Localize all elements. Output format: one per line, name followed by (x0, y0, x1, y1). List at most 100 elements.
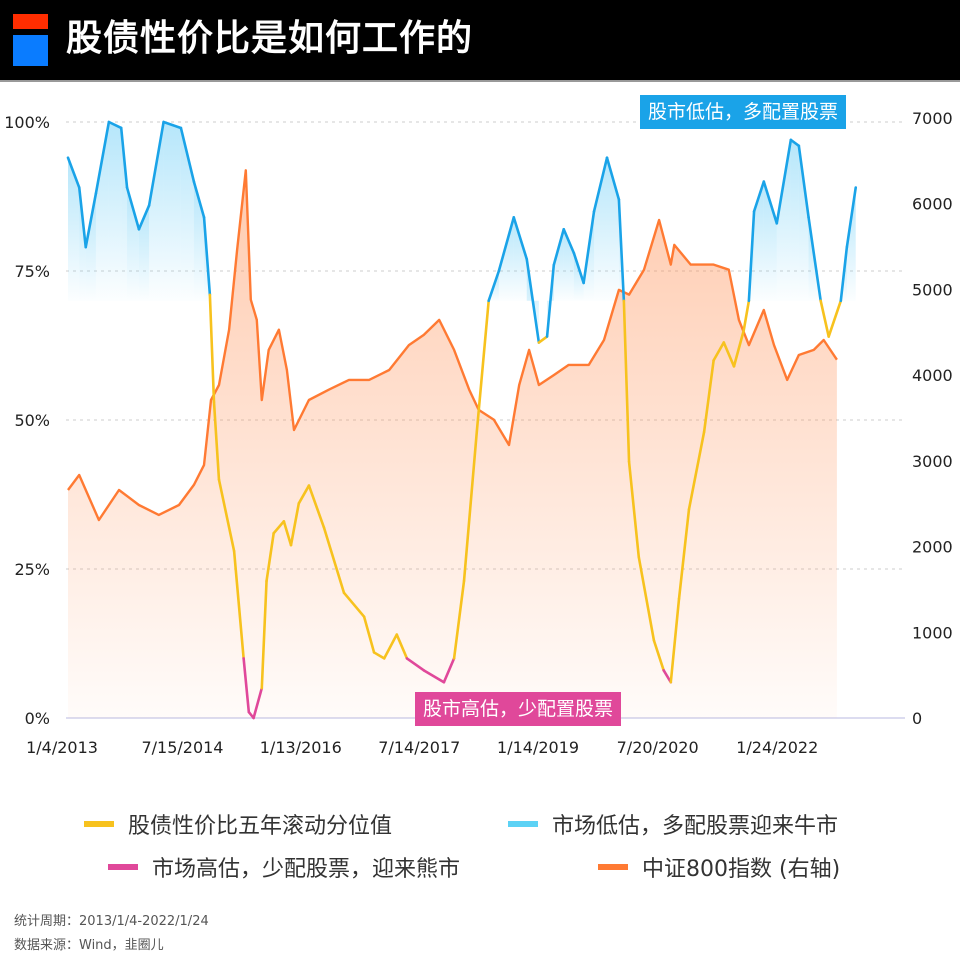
undervalued-segment (202, 216, 212, 297)
undervalued-segment (545, 263, 556, 338)
undervalued-segment (66, 156, 81, 189)
undervalued-segment (94, 120, 111, 195)
undervalued-area (563, 229, 574, 301)
percentile-segment (627, 460, 641, 559)
undervalued-segment (125, 186, 141, 231)
chart: 0% 25% 50% 75% 100% 0 1000 2000 3000 4000 5000 6000… (4, 109, 953, 757)
undervalued-area (573, 253, 584, 301)
undervalued-segment (572, 251, 585, 285)
undervalued-segment (582, 210, 596, 285)
percentile-segment (722, 341, 736, 368)
percentile-segment (622, 299, 631, 464)
annotation-undervalued: 股市低估，多配置股票 (640, 95, 847, 129)
undervalued-segment (525, 257, 541, 344)
percentile-segment (272, 520, 286, 535)
undervalued-segment (137, 204, 151, 231)
header-bar: 股债性价比是如何工作的 (0, 0, 960, 82)
y-right-tick-label: 7000 (912, 109, 953, 128)
undervalued-segment (162, 120, 183, 130)
undervalued-area (763, 181, 777, 301)
overvalued-segment (242, 657, 251, 714)
undervalued-segment (592, 156, 609, 213)
percentile-segment (462, 430, 479, 583)
y-right-tick-label: 1000 (912, 623, 953, 642)
undervalued-area (776, 139, 791, 301)
undervalued-segment (487, 269, 501, 303)
undervalued-segment (845, 186, 858, 249)
x-tick-label: 1/4/2013 (26, 738, 98, 757)
undervalued-area (498, 217, 514, 301)
undervalued-area (121, 127, 128, 301)
undervalued-area (754, 181, 764, 301)
percentile-segment (282, 520, 293, 547)
legend-item-index: 中证800指数 (右轴) (598, 851, 840, 883)
legend-label: 中证800指数 (右轴) (642, 857, 841, 882)
percentile-segment (265, 531, 275, 583)
undervalued-segment (562, 227, 576, 255)
percentile-segment (742, 299, 751, 332)
legend-swatch (508, 821, 538, 827)
undervalued-segment (552, 227, 566, 267)
percentile-segment (452, 579, 466, 660)
logo-red-square (13, 14, 48, 29)
y-left-tick-label: 0% (25, 709, 50, 728)
undervalued-area (790, 139, 799, 301)
y-left-tick-label: 25% (14, 560, 50, 579)
undervalued-segment (107, 120, 123, 130)
overvalued-segment (662, 669, 673, 684)
undervalued-area (513, 217, 527, 301)
undervalued-segment (775, 138, 793, 225)
undervalued-segment (839, 245, 849, 303)
undervalued-segment (762, 180, 779, 225)
legend-label: 股债性价比五年滚动分位值 (128, 814, 393, 839)
overvalued-segment (422, 669, 446, 684)
x-tick-label: 1/13/2016 (260, 738, 342, 757)
percentile-segment (395, 633, 409, 660)
y-right-tick-label: 5000 (912, 280, 953, 299)
legend-swatch (108, 864, 138, 870)
y-right-tick-label: 2000 (912, 538, 953, 557)
percentile-segment (212, 400, 221, 481)
undervalued-segment (605, 156, 621, 201)
undervalued-area (85, 193, 96, 301)
percentile-segment (362, 615, 376, 654)
percentile-segment (732, 329, 745, 368)
undervalued-area (594, 157, 607, 301)
percentile-segment (342, 591, 366, 618)
x-tick-label: 1/14/2019 (497, 738, 579, 757)
undervalued-segment (789, 138, 801, 148)
undervalued-area (149, 122, 164, 301)
percentile-segment (819, 299, 830, 338)
index-line (67, 169, 838, 522)
y-left-tick-label: 100% (4, 113, 50, 132)
legend-label: 市场低估，多配股票迎来牛市 (552, 814, 839, 839)
undervalued-area (163, 122, 181, 301)
y-right-tick-label: 3000 (912, 452, 953, 471)
overvalued-segment (442, 657, 456, 684)
undervalued-segment (797, 144, 810, 219)
undervalued-segment (747, 210, 756, 303)
y-right-tick-label: 4000 (912, 366, 953, 385)
undervalued-segment (807, 216, 822, 303)
percentile-segment (537, 335, 549, 344)
percentile-segment (307, 484, 326, 529)
y-right-tick-label: 6000 (912, 195, 953, 214)
undervalued-area (68, 157, 80, 301)
percentile-segment (712, 341, 726, 362)
undervalued-segment (512, 216, 529, 261)
index-area (68, 170, 837, 719)
y-left-tick-label: 75% (14, 262, 50, 281)
percentile-segment (372, 651, 386, 660)
percentile-segment (677, 508, 691, 601)
percentile-segment (232, 549, 245, 660)
undervalued-segment (752, 180, 766, 213)
legend-item-undervalued: 市场低估，多配股票迎来牛市 (508, 808, 838, 840)
undervalued-area (79, 187, 86, 301)
percentile-segment (669, 597, 681, 684)
x-tick-label: 7/20/2020 (617, 738, 699, 757)
undervalued-segment (84, 192, 98, 249)
undervalued-area (846, 187, 856, 301)
footer-source: 数据来源：Wind，韭圈儿 (14, 938, 164, 953)
y-right-tick-label: 0 (912, 709, 922, 728)
percentile-segment (637, 555, 656, 642)
